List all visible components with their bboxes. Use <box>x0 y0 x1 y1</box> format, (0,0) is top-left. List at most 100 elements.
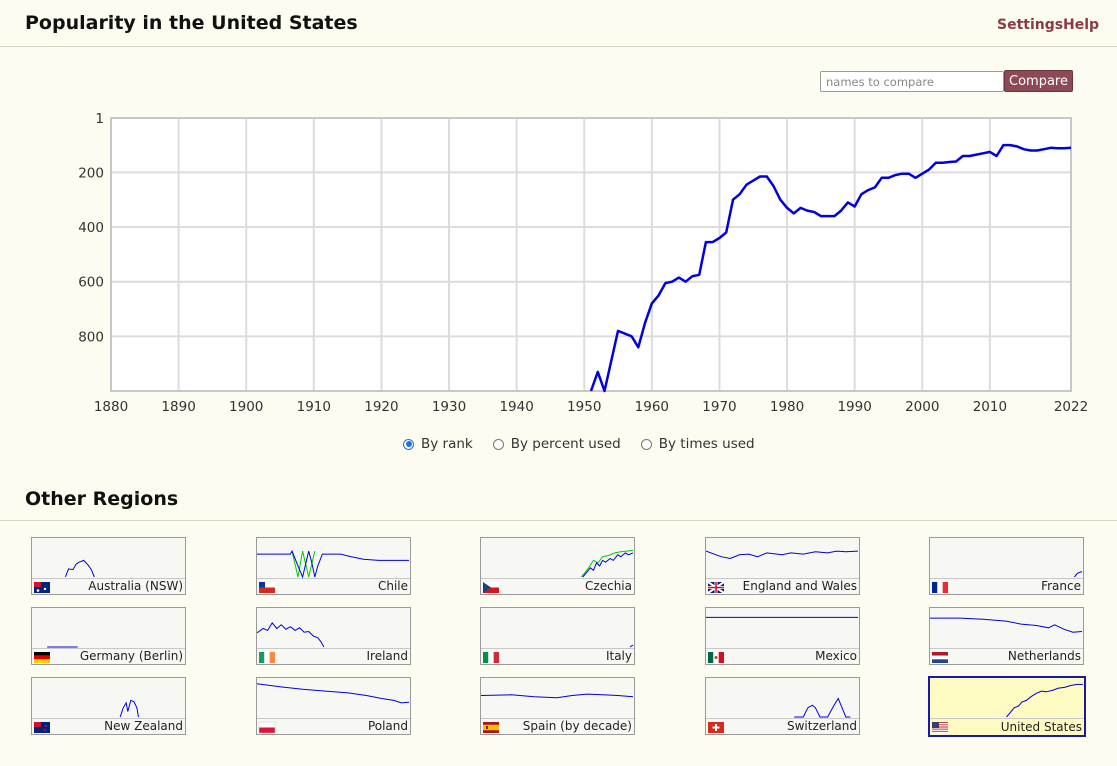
sparkline-secondary <box>580 549 634 578</box>
sparkline-series <box>794 697 851 718</box>
usa-flag-icon <box>932 722 948 733</box>
region-card-italy[interactable]: Italy <box>480 607 635 665</box>
new-zealand-flag-icon <box>34 722 50 733</box>
region-label: Chile <box>377 579 408 593</box>
radio-by-times-label: By times used <box>658 436 755 452</box>
sparkline-baseline <box>481 718 634 719</box>
uk-flag-icon <box>707 581 725 594</box>
region-label: Poland <box>367 719 408 733</box>
other-regions-title: Other Regions <box>25 488 179 510</box>
sparkline-baseline <box>32 578 185 579</box>
x-tick-label: 1970 <box>702 399 736 415</box>
plot-area <box>111 118 1071 391</box>
netherlands-flag-icon <box>932 652 948 663</box>
radio-by-percent[interactable]: By percent used <box>492 436 621 452</box>
sparkline <box>706 616 858 663</box>
sparkline-series <box>582 552 634 578</box>
radio-by-rank-label: By rank <box>421 436 473 452</box>
sparkline-baseline <box>706 648 859 649</box>
compare-button[interactable]: Compare <box>1004 70 1073 92</box>
popularity-chart: 1880 1890 1900 1910 1920 1930 1940 1950 1960 1970… <box>78 111 1088 415</box>
region-card-chile[interactable]: Chile <box>256 537 411 595</box>
x-tick-label: 1940 <box>499 399 533 415</box>
page-title: Popularity in the United States <box>25 12 358 34</box>
sparkline-secondary <box>291 550 316 578</box>
sparkline-baseline <box>930 578 1083 579</box>
region-card-switzerland[interactable]: Switzerland <box>705 677 860 735</box>
region-label: New Zealand <box>104 719 183 733</box>
y-tick-label: 200 <box>78 165 104 181</box>
italy-flag-icon <box>483 652 499 663</box>
region-card-germany-berlin[interactable]: Germany (Berlin) <box>31 607 186 665</box>
sparkline-baseline <box>257 718 410 719</box>
region-card-poland[interactable]: Poland <box>256 677 411 735</box>
region-card-united-states[interactable]: United States <box>928 676 1086 737</box>
sparkline <box>708 697 851 733</box>
sparkline <box>481 693 634 733</box>
region-card-czechia[interactable]: Czechia <box>480 537 635 595</box>
series-line <box>589 143 1072 393</box>
sparkline-baseline <box>257 648 410 649</box>
y-tick-label: 1 <box>95 111 104 127</box>
czechia-flag-icon <box>483 582 499 593</box>
france-flag-icon <box>932 582 948 593</box>
sparkline <box>257 549 409 593</box>
y-tick-label: 800 <box>78 329 104 345</box>
compare-names-input[interactable] <box>820 71 1004 92</box>
sparkline-series <box>629 644 634 648</box>
region-card-spain-by-decade[interactable]: Spain (by decade) <box>480 677 635 735</box>
sparkline-series <box>1006 683 1083 718</box>
spain-flag-icon <box>483 722 499 733</box>
sparkline-baseline <box>32 648 185 649</box>
region-label: Italy <box>605 649 632 663</box>
sparkline-series <box>257 683 410 704</box>
y-tick-label: 600 <box>78 275 104 291</box>
x-tick-label: 2010 <box>973 399 1007 415</box>
sparkline <box>706 550 859 594</box>
region-card-australia-nsw[interactable]: Australia (NSW) <box>31 537 186 595</box>
sparkline-baseline <box>481 648 634 649</box>
radio-by-times-circle[interactable] <box>640 438 652 450</box>
chile-flag-icon <box>259 582 275 593</box>
sparkline-series <box>64 559 95 578</box>
region-label: Spain (by decade) <box>522 719 632 733</box>
sparkline-baseline <box>32 718 185 719</box>
radio-by-times[interactable]: By times used <box>640 436 755 452</box>
sparkline-series <box>481 693 634 699</box>
region-label: Mexico <box>815 649 857 663</box>
help-link[interactable]: Help <box>1063 17 1100 33</box>
view-options: By rank By percent used By times used <box>403 436 775 452</box>
sparkline <box>257 622 325 663</box>
settings-link[interactable]: Settings <box>997 17 1064 33</box>
region-card-netherlands[interactable]: Netherlands <box>929 607 1084 665</box>
x-tick-label: 1900 <box>229 399 263 415</box>
sparkline <box>257 683 410 734</box>
sparkline <box>932 571 1083 593</box>
x-tick-label: 1880 <box>94 399 128 415</box>
region-card-ireland[interactable]: Ireland <box>256 607 411 665</box>
sparkline <box>932 683 1083 733</box>
sparkline <box>34 646 78 663</box>
sparkline-series <box>119 699 139 718</box>
region-card-england-and-wales[interactable]: England and Wales <box>705 537 860 595</box>
sparkline <box>483 549 634 593</box>
region-card-new-zealand[interactable]: New Zealand <box>31 677 186 735</box>
region-label: United States <box>1000 720 1082 734</box>
region-label: England and Wales <box>742 579 857 593</box>
mexico-flag-icon <box>708 652 724 663</box>
sparkline-series <box>706 550 859 560</box>
switzerland-flag-icon <box>708 722 724 733</box>
sparkline <box>930 617 1083 663</box>
radio-by-rank-circle[interactable] <box>403 438 414 450</box>
region-label: Australia (NSW) <box>88 579 183 593</box>
radio-by-percent-circle[interactable] <box>492 438 504 450</box>
region-label: Germany (Berlin) <box>79 649 183 663</box>
region-card-france[interactable]: France <box>929 537 1084 595</box>
region-card-mexico[interactable]: Mexico <box>705 607 860 665</box>
x-tick-label: 1960 <box>635 399 669 415</box>
radio-by-rank[interactable]: By rank <box>403 436 473 452</box>
sparkline-series <box>1074 571 1083 578</box>
x-tick-label: 1990 <box>837 399 871 415</box>
x-tick-label: 1930 <box>432 399 466 415</box>
ireland-flag-icon <box>259 652 275 663</box>
